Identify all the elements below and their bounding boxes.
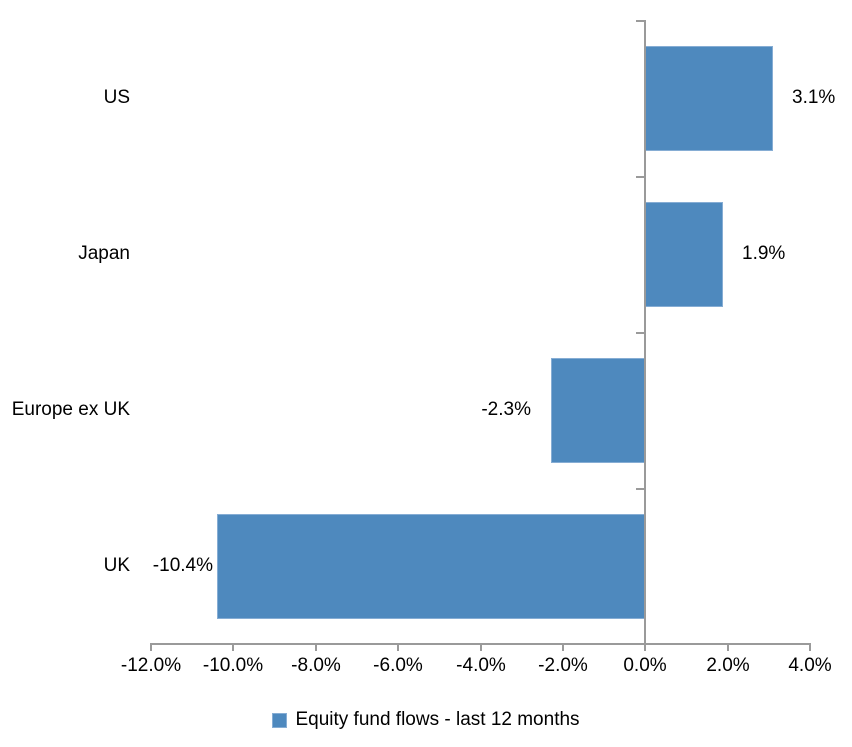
data-label: 1.9% bbox=[742, 243, 786, 264]
category-label: US bbox=[103, 87, 130, 108]
data-label: -2.3% bbox=[481, 399, 531, 420]
x-tick-label: -8.0% bbox=[291, 655, 341, 676]
x-tick bbox=[232, 644, 234, 651]
legend-marker-icon bbox=[272, 712, 288, 728]
x-tick-label: 2.0% bbox=[706, 655, 750, 676]
x-tick-label: -10.0% bbox=[202, 655, 264, 676]
x-tick-label: 0.0% bbox=[623, 655, 667, 676]
category-axis-line bbox=[644, 20, 646, 651]
bar-europe-ex-uk bbox=[551, 358, 646, 463]
x-tick-label: 4.0% bbox=[788, 655, 832, 676]
x-tick-label: -2.0% bbox=[538, 655, 588, 676]
category-label: Japan bbox=[78, 243, 130, 264]
x-tick bbox=[644, 644, 646, 651]
x-tick bbox=[150, 644, 152, 651]
x-tick bbox=[480, 644, 482, 651]
x-tick-label: -12.0% bbox=[120, 655, 182, 676]
x-tick bbox=[562, 644, 564, 651]
bar-uk bbox=[217, 514, 645, 619]
category-label: UK bbox=[103, 555, 130, 576]
category-label: Europe ex UK bbox=[11, 399, 130, 420]
category-tick bbox=[636, 488, 644, 490]
category-tick bbox=[636, 332, 644, 334]
category-tick bbox=[636, 20, 644, 22]
x-tick bbox=[809, 644, 811, 651]
x-tick bbox=[727, 644, 729, 651]
x-tick bbox=[315, 644, 317, 651]
x-tick-label: -4.0% bbox=[456, 655, 506, 676]
legend: Equity fund flows - last 12 months bbox=[0, 703, 852, 737]
data-label: -10.4% bbox=[152, 555, 213, 576]
category-tick bbox=[636, 176, 644, 178]
x-tick bbox=[397, 644, 399, 651]
legend-label: Equity fund flows - last 12 months bbox=[295, 709, 580, 730]
bar-japan bbox=[645, 202, 723, 307]
bar-us bbox=[645, 46, 773, 151]
x-tick-label: -6.0% bbox=[373, 655, 423, 676]
data-label: 3.1% bbox=[792, 87, 836, 108]
